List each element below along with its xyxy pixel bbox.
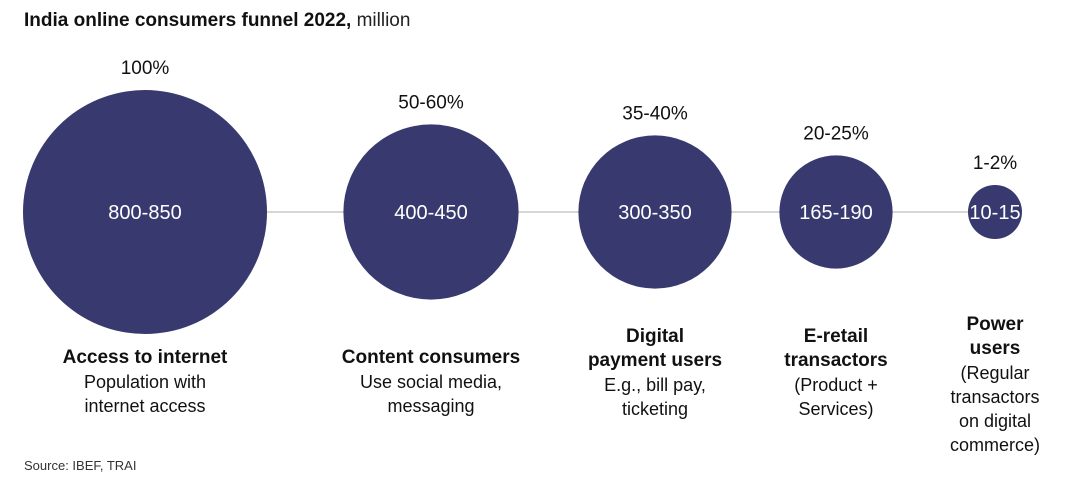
- bubble-value-label: 400-450: [394, 202, 467, 224]
- stage-description: (Product + Services): [794, 375, 878, 419]
- stage-name: Power users: [966, 314, 1024, 359]
- stage-description: (Regular transactors on digital commerce): [949, 363, 1041, 455]
- chart-title-unit: million: [351, 10, 411, 31]
- bubble-5: [968, 185, 1022, 239]
- bubble-value-label: 165-190: [799, 202, 872, 224]
- share-label: 20-25%: [803, 123, 869, 144]
- bubbles: 800-850 100% 400-450 50-60% 300-350 35-40% 165…: [23, 58, 1022, 334]
- stage-name: Digital payment users: [587, 326, 723, 371]
- bubble-4: [779, 155, 893, 269]
- stage-label-2: Content consumers Use social media, messag…: [342, 346, 520, 418]
- stage-label-1: Access to internet Population with interne…: [63, 346, 228, 418]
- chart-title-bold: India online consumers funnel 2022,: [24, 10, 352, 31]
- stage-description: Population with internet access: [83, 372, 207, 416]
- stage-description: Use social media, messaging: [359, 372, 503, 416]
- share-label: 50-60%: [398, 92, 464, 113]
- share-label: 1-2%: [973, 153, 1017, 174]
- stage-label-3: Digital payment users E.g., bill pay, ticke…: [588, 325, 722, 421]
- bubble-value-label: 10-15: [969, 202, 1020, 224]
- stage-label-5: Power users (Regular transactors on digital…: [950, 313, 1040, 457]
- bubble-1: [23, 90, 267, 334]
- share-label: 35-40%: [622, 103, 688, 124]
- stage-label-4: E-retail transactors (Product + Services): [784, 325, 888, 421]
- stage-description: E.g., bill pay, ticketing: [604, 375, 706, 419]
- stage-name: Access to internet: [62, 347, 228, 368]
- source-note: Source: IBEF, TRAI: [24, 458, 137, 473]
- bubble-2: [343, 124, 519, 300]
- chart-title: India online consumers funnel 2022, mill…: [24, 9, 410, 33]
- bubble-3: [578, 135, 732, 289]
- share-label: 100%: [121, 58, 170, 79]
- bubble-value-label: 800-850: [108, 202, 181, 224]
- stage-name: E-retail transactors: [784, 326, 888, 371]
- stage-name: Content consumers: [341, 347, 521, 368]
- bubble-value-label: 300-350: [618, 202, 691, 224]
